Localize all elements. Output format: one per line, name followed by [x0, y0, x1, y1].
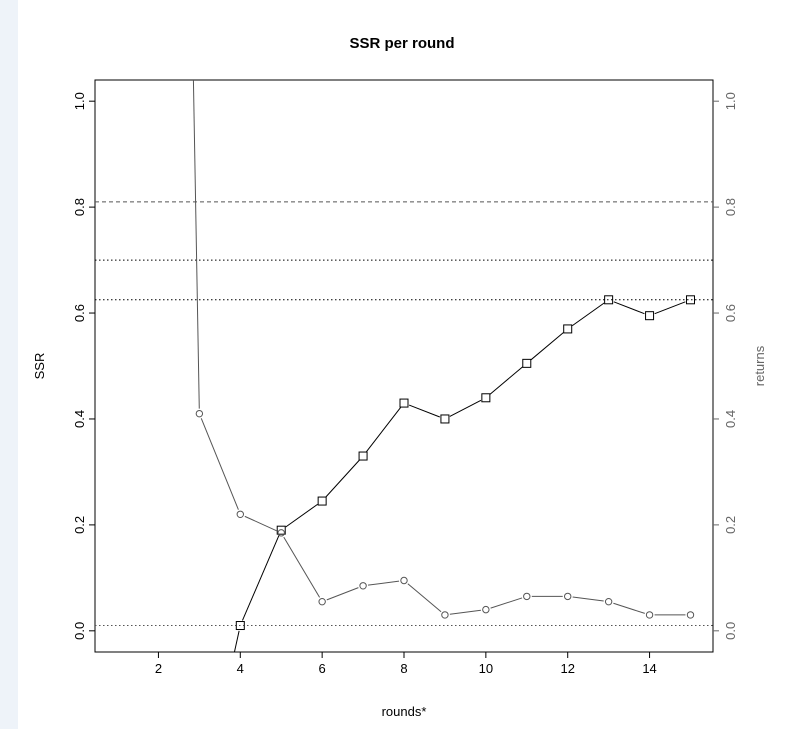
square-point	[317, 496, 327, 506]
circle-point	[400, 576, 408, 585]
square-point	[522, 358, 532, 368]
circle-point	[236, 510, 244, 518]
square-point	[685, 295, 695, 305]
x-tick-label: 4	[237, 661, 244, 676]
square-point	[604, 295, 614, 305]
series-line-segment	[285, 503, 318, 528]
x-tick-label: 12	[560, 661, 574, 676]
square-point	[358, 451, 368, 461]
series-line-segment	[326, 587, 359, 601]
series-line-segment	[613, 301, 645, 315]
series-line-segment	[200, 418, 239, 510]
series-line-segment	[654, 301, 686, 315]
series-group	[233, 295, 695, 652]
x-tick-label: 14	[642, 661, 656, 676]
y-tick-label: 1.0	[72, 92, 87, 110]
y-tick-label: 0.8	[72, 198, 87, 216]
circle-point	[359, 582, 367, 590]
series-line-segment	[367, 580, 400, 586]
circle-point	[441, 611, 449, 619]
chart-panel: SSR per round 2 4 6 8 10 12 14 0.0 0.2 0.4 0.6 0.8…	[18, 0, 785, 729]
y2-axis-label: returns	[752, 345, 767, 386]
y2-tick-label: 0.2	[723, 516, 738, 534]
y-tick-label: 0.6	[72, 304, 87, 322]
series-line-segment	[489, 366, 523, 395]
series-line-segment	[571, 302, 605, 327]
square-point	[563, 324, 573, 334]
series-line-segment	[244, 515, 277, 532]
circle-point	[318, 597, 326, 606]
y2-tick-label: 0.0	[723, 622, 738, 640]
circle-point	[604, 597, 613, 606]
circle-point	[564, 592, 572, 601]
series-line-segment	[283, 536, 321, 598]
circle-point	[686, 611, 695, 619]
series-line-segment	[408, 404, 440, 418]
circle-point	[277, 529, 285, 537]
series-group	[192, 80, 695, 619]
square-point	[276, 525, 286, 535]
series-line-segment	[449, 399, 482, 417]
series-line-segment	[449, 609, 481, 615]
series-line-segment	[613, 602, 645, 614]
circle-point	[195, 409, 204, 418]
series-line-segment	[490, 597, 523, 609]
y2-tick-label: 0.8	[723, 198, 738, 216]
square-point	[440, 414, 450, 424]
y2-tick-label: 0.4	[723, 410, 738, 428]
y-axis-label: SSR	[32, 353, 47, 380]
y-tick-label: 0.2	[72, 516, 87, 534]
ssr-chart: SSR per round 2 4 6 8 10 12 14 0.0 0.2 0.4 0.6 0.8…	[32, 35, 767, 719]
circle-point	[482, 605, 490, 614]
circle-point	[645, 611, 654, 619]
square-point	[399, 398, 409, 408]
plot-area	[94, 79, 714, 653]
square-point	[235, 621, 245, 631]
series-line-segment	[572, 596, 604, 602]
circle-point	[523, 592, 531, 601]
y-tick-label: 0.4	[72, 410, 87, 428]
series-line-segment	[325, 459, 360, 498]
y2-tick-label: 1.0	[723, 92, 738, 110]
chart-title: SSR per round	[349, 35, 454, 52]
series-line-segment	[233, 630, 240, 652]
x-axis-label: rounds*	[382, 704, 427, 719]
series-line-segment	[366, 407, 402, 452]
x-tick-label: 10	[479, 661, 493, 676]
series-line-segment	[242, 535, 280, 621]
x-tick-label: 6	[319, 661, 326, 676]
square-point	[481, 393, 491, 403]
series-line-segment	[407, 583, 442, 613]
x-tick-label: 2	[155, 661, 162, 676]
x-tick-label: 8	[400, 661, 407, 676]
y-tick-label: 0.0	[72, 622, 87, 640]
series-line-segment	[530, 332, 564, 361]
y2-tick-label: 0.6	[723, 304, 738, 322]
square-point	[645, 311, 655, 321]
series-line-segment	[192, 80, 200, 409]
